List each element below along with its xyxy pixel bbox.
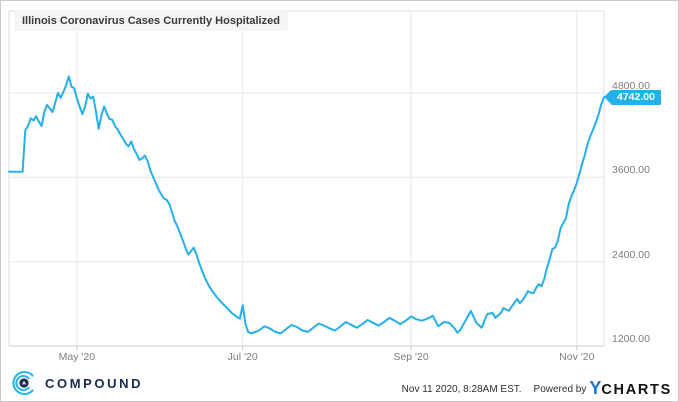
y-axis-label: 4800.00 (612, 80, 650, 92)
x-axis-label: May '20 (58, 351, 96, 363)
compound-logo: COMPOUND (11, 370, 143, 396)
timestamp: Nov 11 2020, 8:28AM EST. (401, 383, 522, 395)
compound-logo-text: COMPOUND (45, 375, 144, 391)
current-value-badge: 4742.00 (604, 89, 661, 105)
ycharts-logo-charts: CHARTS (601, 382, 672, 398)
x-axis-label: Sep '20 (393, 351, 429, 363)
ycharts-logo: Y CHARTS (589, 378, 672, 398)
compound-logo-icon (12, 371, 34, 395)
y-axis-label: 1200.00 (612, 333, 650, 345)
powered-by-label: Powered by (533, 383, 587, 395)
x-axis-label: Jul '20 (227, 351, 258, 363)
attribution: Nov 11 2020, 8:28AM EST. Powered by Y CH… (401, 378, 672, 398)
chart-title: Illinois Coronavirus Cases Currently Hos… (14, 11, 288, 31)
y-axis-label: 2400.00 (612, 248, 650, 261)
current-value-text: 4742.00 (617, 90, 655, 103)
chart-title-text: Illinois Coronavirus Cases Currently Hos… (22, 15, 280, 27)
y-axis-label: 3600.00 (612, 164, 650, 177)
x-axis-label: Nov '20 (559, 351, 595, 363)
ycharts-logo-y: Y (589, 378, 602, 398)
